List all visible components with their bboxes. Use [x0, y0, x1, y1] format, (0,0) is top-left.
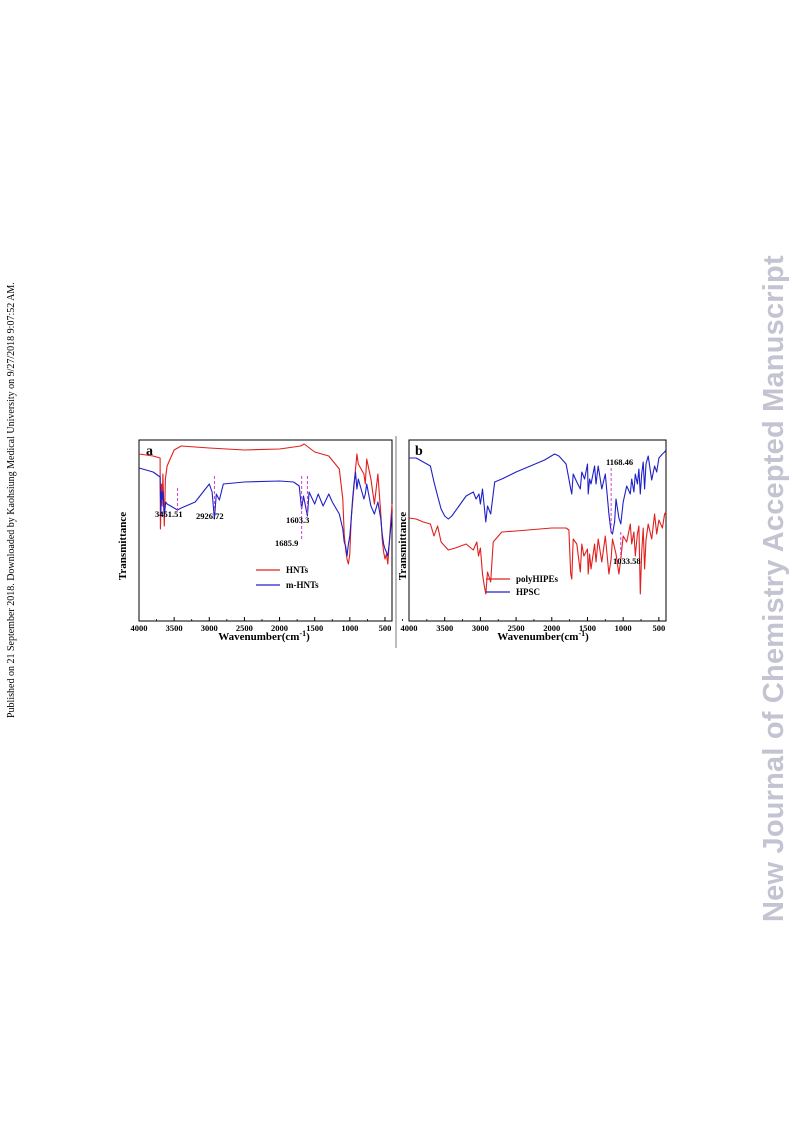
x-axis-label-superscript: -1	[578, 629, 585, 638]
series-line-HPSC	[409, 449, 667, 535]
peak-label: 1603.3	[286, 515, 309, 525]
x-tick-label: 3000	[201, 623, 218, 633]
y-axis-label: Transmittance	[118, 512, 129, 580]
peak-label: 1685.9	[275, 538, 298, 548]
series-line-m-HNTs	[138, 467, 393, 557]
x-axis-label: Wavenumber(cm-1)	[497, 629, 589, 643]
x-tick-label: 2000	[543, 623, 560, 633]
x-axis-label-text: Wavenumber(cm	[218, 631, 299, 643]
x-axis-label-text: Wavenumber(cm	[497, 631, 578, 643]
published-notice: Published on 21 September 2018. Download…	[6, 282, 17, 718]
series-line-HNTs	[138, 443, 393, 565]
legend-label: m-HNTs	[286, 580, 319, 590]
plot-frame	[408, 439, 667, 622]
panel-b: Transmittance Wavenumber(cm-1) b 4000 350…	[397, 439, 678, 643]
x-tick-label: 1000	[615, 623, 632, 633]
legend-label: HNTs	[286, 565, 309, 575]
panel-letter: b	[415, 444, 423, 459]
x-tick-label: 1500	[579, 623, 596, 633]
x-tick-label: 3000	[472, 623, 489, 633]
x-tick-label: 2500	[508, 623, 525, 633]
plot-frame	[138, 439, 393, 622]
x-tick-label: 1500	[306, 623, 323, 633]
ftir-figure: Transmittance Wavenumber(cm-1) a 4000 350…	[117, 436, 678, 648]
x-axis-label-close: )	[306, 631, 310, 643]
x-tick-label: 2000	[271, 623, 288, 633]
x-tick-label: 500	[652, 623, 665, 633]
x-tick-label: 4000	[401, 623, 418, 633]
panel-letter: a	[146, 444, 153, 459]
series-line-polyHIPEs	[408, 511, 667, 595]
peak-label: 1033.58	[613, 556, 641, 566]
x-tick-label: 2500	[236, 623, 253, 633]
peak-label: 3451.51	[155, 509, 183, 519]
x-tick-label: 1000	[341, 623, 358, 633]
y-axis-label: Transmittance	[397, 512, 409, 580]
journal-watermark: New Journal of Chemistry Accepted Manusc…	[758, 255, 790, 922]
x-tick-label: 3500	[166, 623, 183, 633]
x-tick-label: 500	[379, 623, 392, 633]
x-tick-label: 4000	[131, 623, 148, 633]
legend-label: polyHIPEs	[516, 574, 559, 584]
x-axis-label: Wavenumber(cm-1)	[218, 629, 310, 643]
x-axis-label-close: )	[585, 631, 589, 643]
peak-label: 2926.72	[196, 511, 224, 521]
peak-label: 1168.46	[606, 457, 633, 467]
x-axis-label-superscript: -1	[299, 629, 306, 638]
panel-a: Transmittance Wavenumber(cm-1) a 4000 350…	[117, 439, 403, 643]
x-tick-label: 3500	[436, 623, 453, 633]
legend-label: HPSC	[516, 587, 540, 597]
ftir-figure-svg: Transmittance Wavenumber(cm-1) a 4000 350…	[117, 436, 678, 648]
